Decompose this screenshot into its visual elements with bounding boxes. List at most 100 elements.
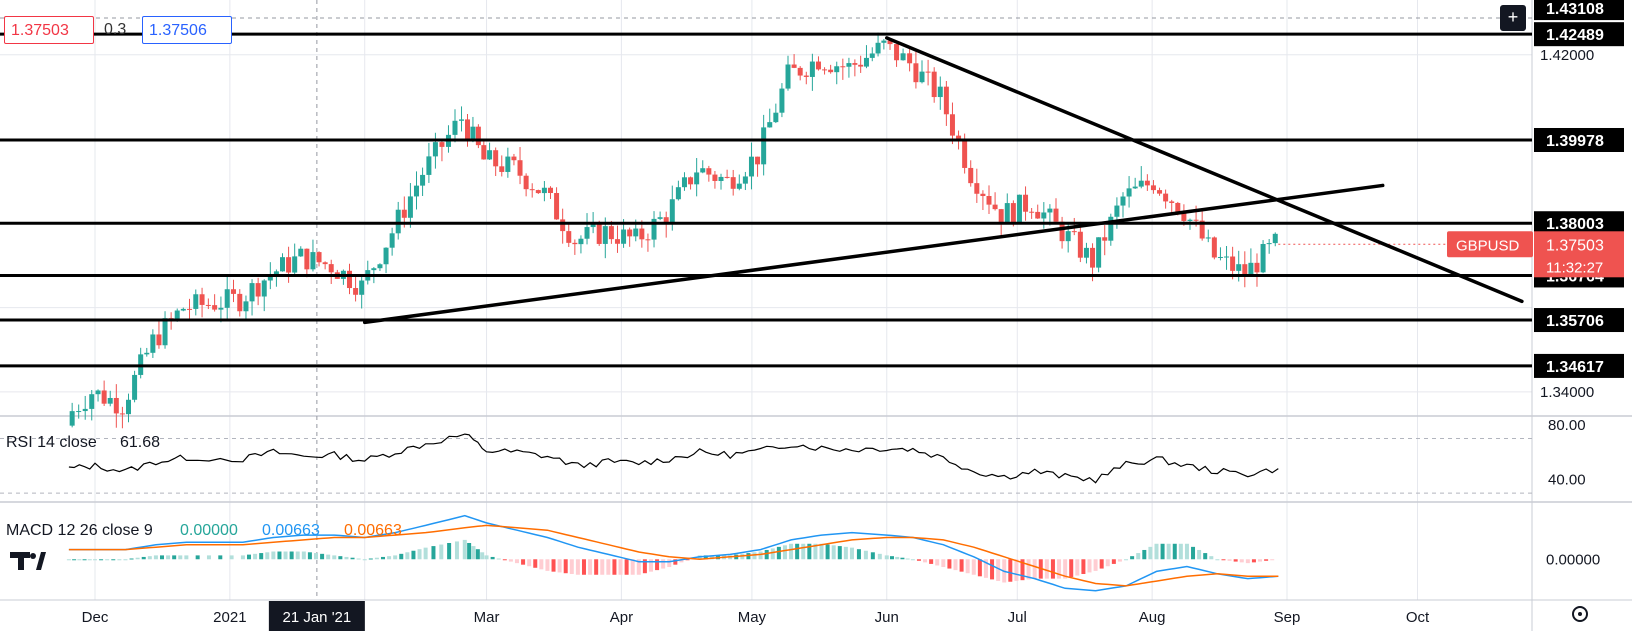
level-price-text: 1.43108 [1546,1,1604,18]
settings-gear-icon[interactable] [1572,606,1588,622]
macd-histogram-bar [889,556,894,560]
candle-body [95,390,101,395]
candle-body [590,223,596,228]
macd-histogram-bar [655,559,660,571]
macd-histogram-bar [1227,559,1232,561]
candle-body [1144,180,1150,186]
macd-histogram-bar [636,559,641,575]
macd-histogram-bar [484,555,489,560]
candle-body [791,64,797,68]
macd-histogram-bar [356,558,361,560]
candle-body [688,177,694,185]
level-price-tag[interactable] [1534,22,1624,47]
candle-body [925,71,931,73]
macd-histogram-bar [527,559,532,567]
candle-body [875,42,881,54]
macd-histogram-bar [99,559,104,561]
macd-histogram-bar [1136,553,1141,560]
macd-histogram-bar [630,559,635,575]
candle-body [1041,212,1047,219]
macd-histogram-bar [1032,559,1037,579]
plus-icon[interactable]: + [1500,5,1526,31]
candle-body [1083,247,1089,258]
level-price-tag[interactable] [1534,308,1624,333]
candle-body [834,66,840,73]
candle-body [255,283,261,297]
level-price-tag[interactable] [1534,0,1624,21]
macd-histogram-bar [612,559,617,575]
candle-body [937,86,943,98]
candle-body [493,150,499,167]
candle-body [535,190,541,194]
candle-body [205,304,211,306]
candle-body [1248,262,1254,277]
trendline[interactable] [362,183,1385,325]
level-price-text: 1.39978 [1546,133,1604,150]
candle-body [389,233,395,248]
macd-histogram-bar [1166,543,1171,560]
candle-body [742,176,748,184]
candle-body [523,175,529,190]
macd-histogram-bar [283,551,288,560]
candle-body [663,217,669,224]
level-price-tag[interactable] [1534,127,1624,152]
macd-histogram-bar [411,550,416,560]
candle-body [797,67,803,76]
time-tick-label: Dec [82,609,109,626]
price-tick-label: 1.42000 [1540,47,1594,64]
macd-histogram-bar [837,546,842,560]
symbol-tag [1447,231,1533,258]
macd-histogram-bar [166,555,171,560]
candle-body [779,88,785,113]
candle-body [596,223,602,244]
macd-histogram-bar [332,555,337,560]
macd-histogram-bar [1209,556,1214,560]
candle-body [426,156,432,175]
level-price-tag[interactable] [1534,211,1624,236]
macd-histogram-bar [1087,559,1092,573]
macd-histogram-bar [1239,559,1244,563]
candle-body [193,294,199,309]
candle-body [452,120,458,135]
candle-body [243,301,249,312]
crosshair-date-tag [268,601,365,631]
candle-body [840,66,846,68]
macd-histogram-bar [338,556,343,560]
macd-histogram-bar [1215,559,1220,561]
candle-body [1071,231,1077,233]
macd-histogram-bar [1008,559,1013,582]
candle-body [1205,237,1211,239]
bid-price[interactable]: 1.37503 [4,16,94,44]
candle-body [1108,216,1114,241]
candle-body [218,307,224,310]
macd-histogram-bar [813,543,818,560]
candle-body [1010,203,1016,223]
candle-body [1266,243,1272,245]
macd-histogram-bar [462,539,467,560]
macd-histogram-bar [271,551,276,560]
macd-histogram-bar [929,559,934,564]
candle-body [694,172,700,185]
candle-body [621,229,627,244]
candle-body [407,196,413,218]
macd-histogram-bar [307,552,312,560]
macd-histogram-bar [1093,559,1098,571]
candle-body [828,69,834,73]
macd-histogram-bar [551,559,556,572]
candle-body [554,193,560,220]
candle-body [822,69,828,71]
candle-body [1004,203,1010,225]
macd-histogram-bar [1270,559,1275,561]
candle-body [395,209,401,234]
rsi-pane [0,433,1532,494]
level-price-tag[interactable] [1534,353,1624,378]
trendline[interactable] [885,36,1524,304]
macd-label: MACD 12 26 close 9 [6,522,153,539]
macd-histogram-bar [393,555,398,560]
macd-histogram-bar [1148,546,1153,560]
level-price-text: 1.34617 [1546,359,1604,376]
macd-histogram-bar [661,559,666,569]
rsi-tick-label: 80.00 [1548,417,1586,434]
ask-price[interactable]: 1.37506 [142,16,232,44]
